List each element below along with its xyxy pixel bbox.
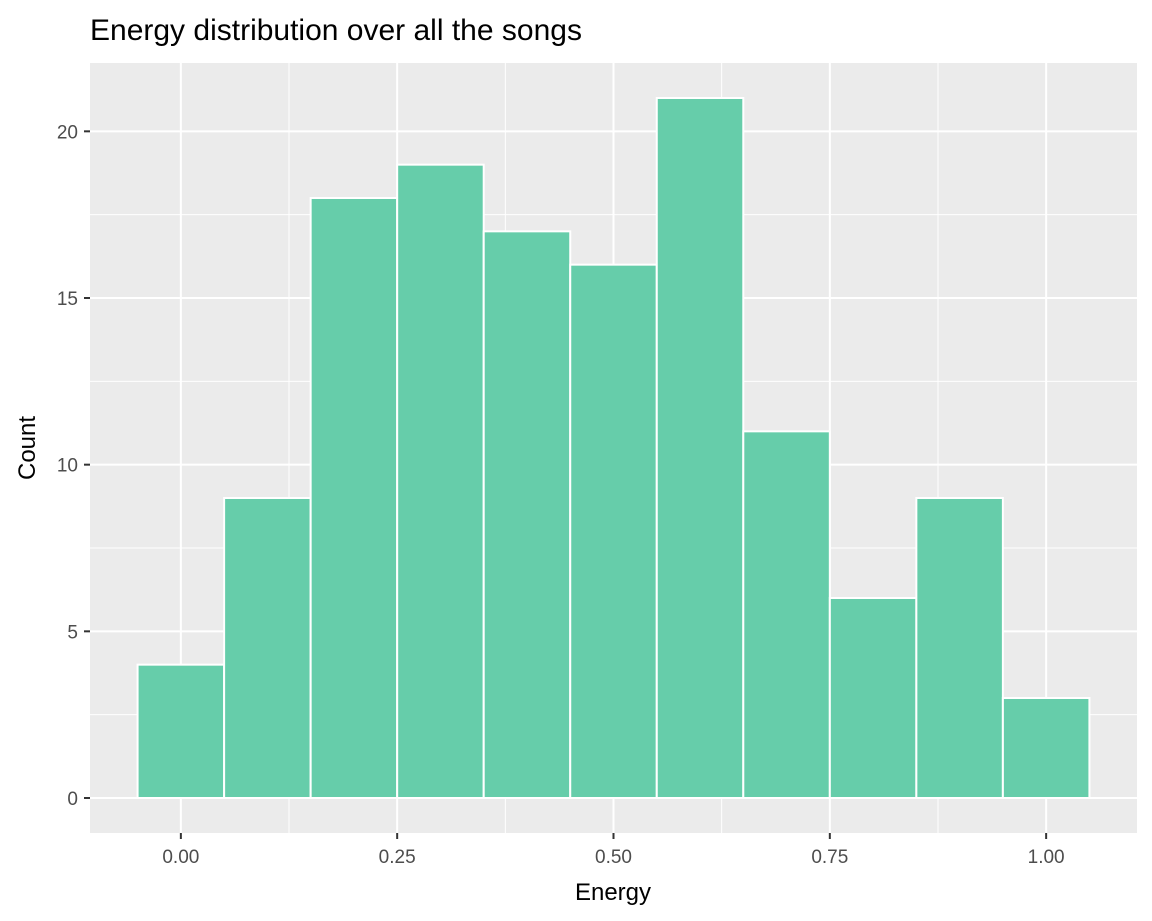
x-tick-label: 0.25 <box>379 847 416 868</box>
histogram-bars <box>136 97 1091 800</box>
y-axis-title: Count <box>14 416 41 480</box>
histogram-bar <box>223 497 312 799</box>
x-tick-label: 0.50 <box>595 847 632 868</box>
x-tick-label: 1.00 <box>1028 847 1065 868</box>
y-tick-label: 10 <box>57 456 78 477</box>
x-tick-label: 0.75 <box>811 847 848 868</box>
histogram-bar <box>396 163 485 799</box>
x-axis-title: Energy <box>575 879 651 906</box>
histogram-bar <box>136 663 226 800</box>
histogram-bar <box>742 430 831 799</box>
histogram-bar <box>1001 697 1091 799</box>
y-tick-label: 20 <box>57 122 78 143</box>
x-tick-label: 0.00 <box>162 847 199 868</box>
histogram-bar <box>828 597 918 799</box>
histogram-bar <box>915 497 1004 799</box>
histogram-bar <box>482 230 572 800</box>
y-axis-ticks: 0 5 10 15 20 <box>57 122 90 810</box>
histogram-bar <box>309 197 399 799</box>
y-tick-label: 0 <box>67 789 78 810</box>
y-tick-label: 5 <box>67 622 78 643</box>
y-tick-label: 15 <box>57 289 78 310</box>
chart-title: Energy distribution over all the songs <box>90 14 582 47</box>
histogram-bar <box>569 263 658 799</box>
x-axis-ticks: 0.00 0.25 0.50 0.75 1.00 <box>162 833 1065 868</box>
histogram-bar <box>655 97 745 799</box>
